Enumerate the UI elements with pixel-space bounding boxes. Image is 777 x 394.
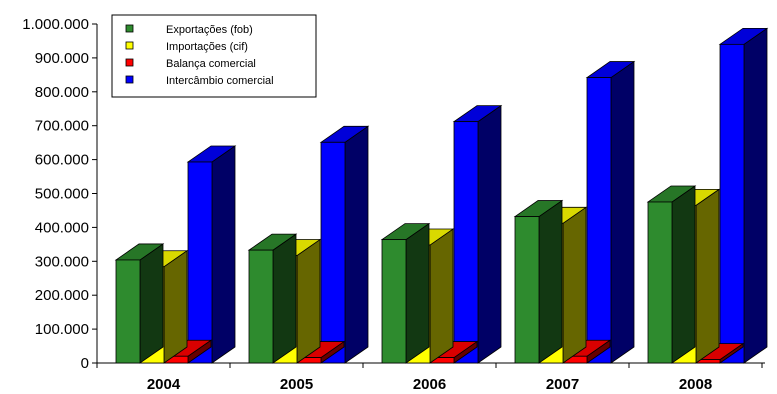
legend-swatch <box>125 58 134 67</box>
y-tick-label: 600.000 <box>35 152 89 169</box>
bar-side <box>163 249 188 364</box>
bar-front <box>514 216 540 364</box>
bar-side <box>272 233 297 364</box>
bar: Intercâmbio comercial 2004 <box>186 145 237 364</box>
y-tick-label: 0 <box>81 355 89 372</box>
bar-side <box>139 243 164 364</box>
y-tick-label: 100.000 <box>35 321 89 338</box>
bar-side <box>610 60 635 364</box>
x-tick-label: 2005 <box>280 376 313 393</box>
bar-front <box>187 161 213 364</box>
bar-side <box>429 228 454 364</box>
bar-front <box>453 121 479 364</box>
legend-box <box>111 14 317 98</box>
legend-label: Exportações (fob) <box>166 24 253 36</box>
bar: Exportações (fob) 2008 <box>646 185 697 364</box>
y-tick-label: 900.000 <box>35 50 89 67</box>
bar-side <box>743 27 768 364</box>
legend-swatch <box>125 75 134 84</box>
x-tick-label: 2007 <box>546 376 579 393</box>
bar-side <box>405 222 430 364</box>
bar-side <box>538 199 563 364</box>
y-tick-label: 400.000 <box>35 219 89 236</box>
legend-swatch <box>125 41 134 50</box>
x-tick-label: 2004 <box>147 376 181 393</box>
bar-front <box>115 259 141 364</box>
legend-label: Balança comercial <box>166 58 256 70</box>
bar: Exportações (fob) 2007 <box>513 199 564 364</box>
x-axis: 2004 2005 2006 2007 2008 <box>96 362 765 393</box>
legend: Exportações (fob) Importações (cif) Balanç… <box>111 14 317 98</box>
y-tick-label: 700.000 <box>35 118 89 135</box>
bar: Intercâmbio comercial 2006 <box>452 104 503 364</box>
y-tick-label: 800.000 <box>35 84 89 101</box>
legend-label: Importações (cif) <box>166 41 248 53</box>
y-tick-label: 500.000 <box>35 186 89 203</box>
bar-front <box>320 141 346 364</box>
x-tick-label: 2008 <box>679 376 712 393</box>
legend-swatch <box>125 24 134 33</box>
y-tick-label: 1.000.000 <box>22 16 89 33</box>
bar-side <box>562 206 587 364</box>
legend-label: Intercâmbio comercial <box>166 75 274 87</box>
bar: Exportações (fob) 2005 <box>247 233 298 364</box>
bar-front <box>719 43 745 364</box>
bar-front <box>586 77 612 364</box>
bar: Intercâmbio comercial 2007 <box>585 60 636 364</box>
bar-side <box>477 104 502 364</box>
bar-front <box>248 249 274 364</box>
bar-front <box>381 239 407 364</box>
x-tick-label: 2006 <box>413 376 446 393</box>
bar: Intercâmbio comercial 2008 <box>718 27 769 364</box>
y-tick-label: 300.000 <box>35 253 89 270</box>
bar-side <box>695 188 720 364</box>
y-axis: 0 100.000 200.000 300.000 400.000 500.000 600.… <box>22 16 98 372</box>
bar-front <box>647 201 673 364</box>
bar: Intercâmbio comercial 2005 <box>319 125 370 364</box>
bar-side <box>671 185 696 364</box>
y-tick-label: 200.000 <box>35 287 89 304</box>
bar: Exportações (fob) 2004 <box>114 243 165 364</box>
bar-side <box>211 145 236 364</box>
bar-side <box>344 125 369 364</box>
bar: Exportações (fob) 2006 <box>380 222 431 364</box>
bars: Intercâmbio comercial 2004 Balança comerc… <box>114 27 769 364</box>
bar-side <box>296 238 321 364</box>
